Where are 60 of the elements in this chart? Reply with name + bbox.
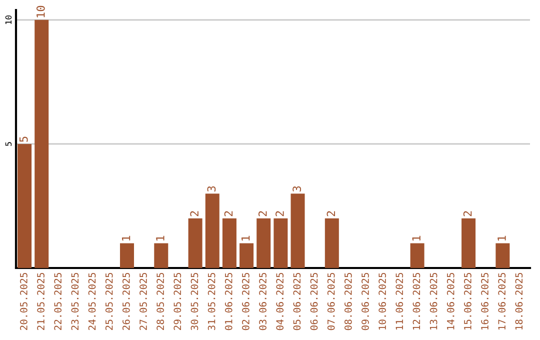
data-label: 2 [463,211,472,216]
x-tick-label: 01.06.2025 [224,272,232,330]
x-tick-label: 03.06.2025 [259,272,266,330]
x-tick-label: 21.05.2025 [37,272,44,330]
bar [154,243,168,268]
x-tick-label: 13.06.2025 [430,272,438,330]
data-label: 3 [292,186,302,192]
data-label: 1 [122,236,130,240]
x-tick-label: 18.06.2025 [515,272,523,330]
bar [18,144,32,268]
x-tick-label: 15.06.2025 [464,272,472,330]
data-label: 2 [190,211,198,216]
x-tick-label: 24.05.2025 [88,272,96,330]
data-label: 2 [326,211,336,216]
x-tick-label: 10.06.2025 [378,272,386,330]
x-tick-label: 02.06.2025 [242,272,250,330]
x-tick-label: 08.06.2025 [344,272,352,330]
x-tick-label: 26.05.2025 [122,272,130,330]
x-tick-label: 09.06.2025 [362,272,369,330]
x-tick-label: 30.05.2025 [190,272,198,330]
x-tick-label: 11.06.2025 [396,272,404,330]
data-label: 3 [207,186,216,192]
data-label: 1 [156,236,164,240]
x-tick-label: 06.06.2025 [310,272,318,330]
bar [274,218,288,268]
bar [290,194,305,268]
data-label: 10 [36,6,45,18]
x-tick-label: 28.05.2025 [156,272,164,330]
x-tick-label: 16.06.2025 [481,272,488,330]
x-tick-label: 05.06.2025 [293,272,301,330]
bar [324,218,339,268]
x-tick-label: 31.05.2025 [208,272,216,330]
x-tick-label: 29.05.2025 [174,272,182,330]
data-label: 1 [412,236,420,240]
x-tick-label: 22.05.2025 [54,272,62,330]
x-tick-label: 07.06.2025 [327,272,335,330]
x-tick-label: 25.05.2025 [105,272,113,330]
bar [462,218,476,268]
data-label: 2 [258,211,267,216]
data-label: 1 [498,236,506,240]
bar [496,243,510,268]
x-tick-label: 12.06.2025 [412,272,420,330]
data-label: 2 [276,211,284,216]
bar [240,243,254,268]
data-label: 2 [224,211,233,216]
x-tick-label: 14.06.2025 [446,272,454,330]
data-label: 5 [20,136,28,142]
x-tick-label: 04.06.2025 [276,272,284,330]
bar [222,218,236,268]
x-tick-label: 20.05.2025 [20,272,28,330]
data-label: 1 [242,236,250,240]
bar [256,218,271,268]
bar [205,194,220,268]
x-tick-label: 27.05.2025 [140,272,147,330]
x-tick-label: 17.06.2025 [498,272,506,330]
bar [410,243,424,268]
x-tick-label: 23.05.2025 [71,272,79,330]
bar [34,20,49,268]
bar [188,218,202,268]
bar [120,243,134,268]
